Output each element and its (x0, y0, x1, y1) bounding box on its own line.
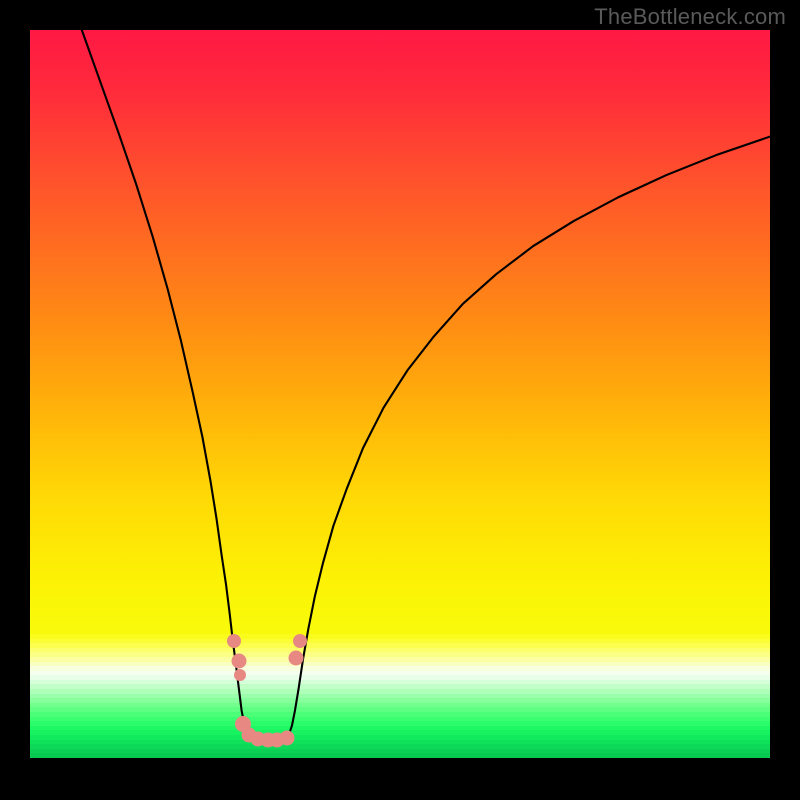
curve-right (285, 137, 770, 739)
data-marker (293, 634, 307, 648)
data-marker (234, 669, 246, 681)
data-marker (279, 731, 294, 746)
watermark-text: TheBottleneck.com (594, 4, 786, 30)
data-marker (289, 650, 304, 665)
data-marker (227, 634, 241, 648)
data-marker (231, 654, 246, 669)
curve-layer (30, 30, 770, 770)
bottleneck-chart (30, 30, 770, 770)
curve-left (82, 30, 285, 739)
